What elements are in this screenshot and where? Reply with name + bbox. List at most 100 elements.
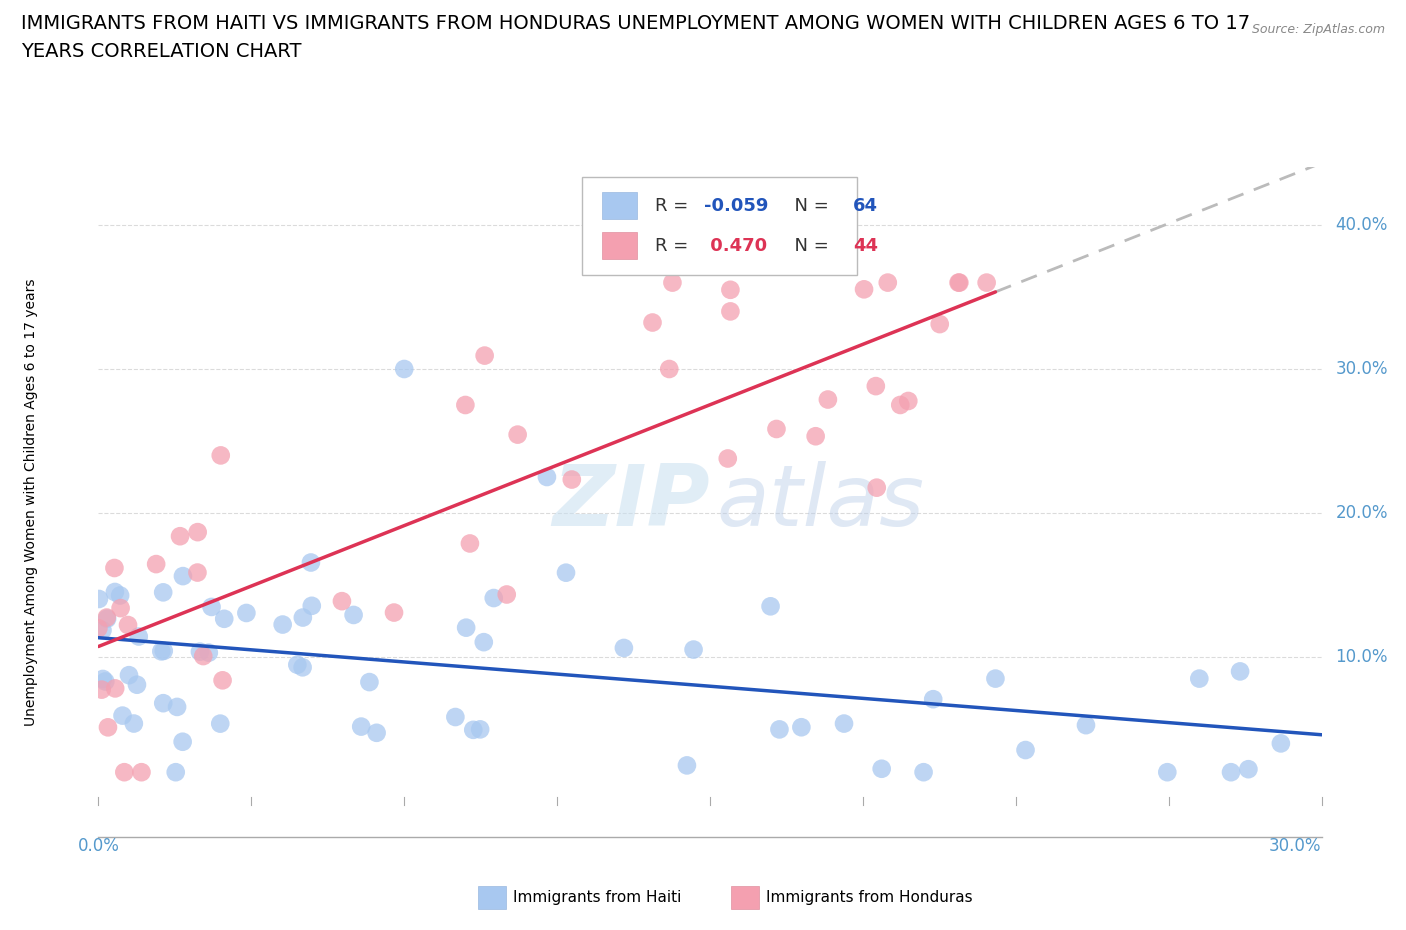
Text: 64: 64: [853, 196, 879, 215]
FancyBboxPatch shape: [582, 178, 856, 274]
Point: [125, 677, 148, 692]
Point: [897, 393, 920, 408]
FancyBboxPatch shape: [602, 232, 637, 259]
Point: [948, 275, 970, 290]
Point: [291, 610, 314, 625]
Point: [1237, 762, 1260, 777]
Text: 20.0%: 20.0%: [1336, 504, 1388, 522]
Point: [1074, 718, 1097, 733]
Point: [865, 379, 887, 393]
Point: [212, 611, 235, 626]
Text: -0.059: -0.059: [704, 196, 768, 215]
Point: [366, 725, 388, 740]
Text: 40.0%: 40.0%: [1336, 216, 1388, 234]
Text: 0.470: 0.470: [704, 237, 768, 255]
Point: [613, 641, 636, 656]
Text: Unemployment Among Women with Children Ages 6 to 17 years: Unemployment Among Women with Children A…: [24, 278, 38, 726]
Point: [470, 722, 492, 737]
Point: [301, 598, 323, 613]
Point: [104, 681, 127, 696]
Point: [536, 470, 558, 485]
FancyBboxPatch shape: [602, 193, 637, 219]
Text: Source: ZipAtlas.com: Source: ZipAtlas.com: [1251, 23, 1385, 36]
Text: Immigrants from Haiti: Immigrants from Haiti: [513, 890, 682, 905]
Point: [291, 660, 314, 675]
Point: [87, 591, 110, 606]
Point: [111, 708, 134, 723]
Point: [209, 448, 232, 463]
Point: [382, 605, 405, 620]
Point: [122, 716, 145, 731]
Text: 30.0%: 30.0%: [1336, 360, 1388, 378]
Point: [330, 593, 353, 608]
Point: [152, 585, 174, 600]
Point: [472, 634, 495, 649]
Text: 10.0%: 10.0%: [1336, 648, 1388, 666]
Text: N =: N =: [783, 196, 835, 215]
Point: [1229, 664, 1251, 679]
Point: [889, 397, 911, 412]
Point: [145, 557, 167, 572]
Point: [717, 451, 740, 466]
Text: Immigrants from Honduras: Immigrants from Honduras: [766, 890, 973, 905]
Point: [984, 671, 1007, 686]
Point: [682, 642, 704, 657]
Point: [187, 525, 209, 539]
Point: [117, 618, 139, 632]
Point: [200, 600, 222, 615]
Point: [112, 764, 135, 779]
Point: [454, 397, 477, 412]
Point: [1188, 671, 1211, 686]
Point: [658, 362, 681, 377]
Point: [271, 618, 294, 632]
Point: [342, 607, 364, 622]
Point: [97, 720, 120, 735]
Point: [198, 645, 221, 660]
Point: [506, 427, 529, 442]
Point: [91, 671, 114, 686]
Point: [718, 283, 742, 298]
Point: [922, 692, 945, 707]
Point: [104, 585, 127, 600]
Point: [94, 674, 117, 689]
Point: [211, 673, 233, 688]
Point: [456, 620, 478, 635]
Point: [759, 599, 782, 614]
Point: [661, 275, 683, 290]
Point: [193, 648, 215, 663]
Point: [118, 668, 141, 683]
Point: [165, 764, 187, 779]
Point: [876, 275, 898, 290]
Point: [209, 716, 232, 731]
Point: [463, 723, 485, 737]
Point: [561, 472, 583, 487]
Point: [912, 764, 935, 779]
Point: [188, 644, 211, 659]
Text: YEARS CORRELATION CHART: YEARS CORRELATION CHART: [21, 42, 302, 60]
Point: [359, 674, 381, 689]
Point: [96, 611, 118, 626]
Point: [495, 587, 517, 602]
Point: [817, 392, 839, 407]
Text: N =: N =: [783, 237, 835, 255]
Point: [299, 555, 322, 570]
Text: 0.0%: 0.0%: [79, 837, 120, 855]
Text: R =: R =: [655, 196, 695, 215]
Point: [1220, 764, 1243, 779]
Point: [350, 719, 373, 734]
Point: [928, 316, 950, 331]
Point: [96, 610, 118, 625]
Point: [172, 735, 194, 750]
Point: [87, 620, 110, 635]
Point: [555, 565, 578, 580]
Point: [641, 315, 664, 330]
Point: [152, 644, 174, 658]
Point: [1014, 742, 1036, 757]
Text: R =: R =: [655, 237, 695, 255]
Point: [853, 282, 876, 297]
Point: [172, 568, 194, 583]
Point: [103, 561, 125, 576]
Point: [91, 623, 114, 638]
Text: 44: 44: [853, 237, 879, 255]
Point: [150, 644, 173, 658]
